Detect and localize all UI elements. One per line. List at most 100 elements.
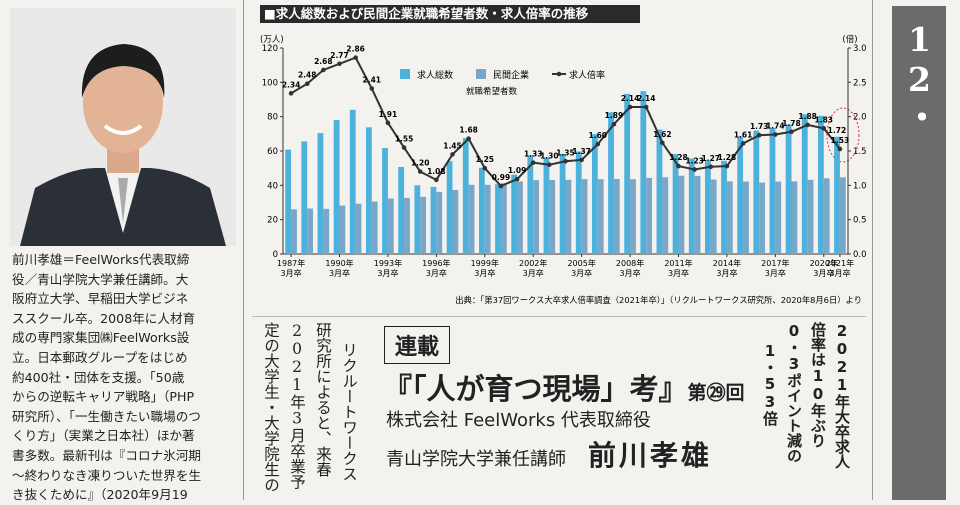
ratio-label: 1.28 bbox=[669, 153, 688, 162]
ratio-point bbox=[773, 132, 778, 137]
bar bbox=[737, 136, 744, 254]
bar bbox=[387, 198, 394, 254]
ratio-label: 1.20 bbox=[411, 159, 430, 168]
y2-tick-label: 1.0 bbox=[853, 181, 867, 191]
y-tick-label: 80 bbox=[267, 113, 278, 123]
bar bbox=[688, 158, 695, 254]
bar bbox=[575, 151, 582, 254]
bar bbox=[430, 186, 437, 254]
bar bbox=[371, 201, 378, 254]
ratio-label: 1.91 bbox=[379, 110, 398, 119]
photo-caption: 前川孝雄＝FeelWorks代表取締 役／青山学院大学兼任講師。大 阪府立大学、早稲… bbox=[12, 250, 201, 505]
bar bbox=[307, 208, 314, 254]
author-affiliation: 青山学院大学兼任講師 bbox=[386, 449, 566, 470]
caption-line: 書多数。最新刊は『コロナ氷河期 bbox=[12, 447, 201, 463]
ratio-label: 1.55 bbox=[395, 135, 414, 144]
ratio-label: 1.73 bbox=[750, 122, 769, 131]
y-tick-label: 0 bbox=[273, 250, 278, 260]
title-bar bbox=[260, 5, 640, 23]
bar bbox=[817, 115, 824, 254]
ratio-label: 2.68 bbox=[314, 57, 333, 66]
ratio-label: 1.53 bbox=[831, 136, 850, 145]
ratio-label: 2.77 bbox=[330, 51, 349, 60]
ratio-point bbox=[805, 122, 810, 128]
ratio-label: 2.41 bbox=[363, 76, 382, 85]
ratio-point bbox=[434, 177, 439, 183]
legend-swatch bbox=[476, 69, 486, 79]
bar bbox=[484, 184, 491, 254]
bar bbox=[823, 178, 830, 254]
bar bbox=[382, 148, 388, 254]
author-company: 株式会社 FeelWorks 代表取締役 bbox=[386, 410, 651, 431]
caption-line: からの逆転キャリア戦略」（PHP bbox=[12, 389, 195, 405]
ratio-label: 1.78 bbox=[782, 119, 801, 128]
source: 出典：「第37回ワークス大卒求人倍率調査（2021年卒）」（リクルートワークス研… bbox=[455, 295, 862, 305]
divider bbox=[252, 316, 866, 317]
bar bbox=[581, 179, 588, 254]
bar bbox=[339, 205, 346, 254]
ratio-label: 1.35 bbox=[556, 148, 575, 157]
bar bbox=[726, 181, 733, 254]
ratio-label: 1.27 bbox=[702, 154, 721, 163]
y2-tick-label: 1.5 bbox=[853, 147, 867, 157]
bar bbox=[807, 179, 814, 254]
headline: 2021年の大卒求人数12・ bbox=[900, 20, 939, 134]
bar bbox=[365, 127, 372, 254]
ratio-point bbox=[579, 157, 584, 163]
legend-swatch bbox=[556, 71, 562, 77]
bar bbox=[704, 160, 711, 254]
bar bbox=[420, 196, 427, 254]
body-column: リクルートワークス bbox=[340, 342, 358, 482]
caption-line: ～終わりなき凍りついた世界を生 bbox=[12, 467, 202, 483]
bar bbox=[640, 91, 647, 254]
bar bbox=[662, 177, 669, 254]
x-tick-label: 1996年 3月卒 bbox=[422, 258, 450, 278]
bar bbox=[404, 197, 410, 254]
caption-line: 役／青山学院大学兼任講師。大 bbox=[12, 271, 189, 287]
ratio-point bbox=[676, 163, 681, 169]
ratio-label: 1.45 bbox=[443, 141, 462, 150]
ratio-point bbox=[563, 159, 568, 164]
highlight-circle bbox=[826, 107, 860, 163]
ratio-point bbox=[837, 146, 843, 152]
body-text: リクルートワークス 研究所によると、来春 2021年3月卒業予 定の大学生・大学院生の bbox=[258, 322, 362, 502]
caption-line: ススクール卒。2008年に人材育 bbox=[12, 310, 196, 326]
bar bbox=[511, 174, 518, 254]
ratio-point bbox=[288, 91, 294, 96]
ratio-label: 1.88 bbox=[798, 112, 817, 121]
x-tick-label: 2017年 3月卒 bbox=[761, 258, 789, 278]
ratio-point bbox=[611, 121, 617, 127]
bar bbox=[759, 182, 766, 254]
x-tick-label: 2020年 3月卒 bbox=[810, 258, 838, 278]
bar bbox=[678, 175, 685, 254]
ratio-point bbox=[417, 169, 423, 174]
ratio-point bbox=[756, 132, 762, 138]
legend-label: 民間企業 bbox=[493, 69, 529, 81]
bar bbox=[743, 181, 749, 254]
legend-note: 就職希望者数 bbox=[466, 86, 518, 97]
ratio-label: 1.61 bbox=[734, 130, 753, 139]
caption-line: 約400社・団体を支援。「50歳 bbox=[12, 369, 185, 385]
ratio-label: 1.33 bbox=[524, 150, 543, 159]
ratio-point bbox=[337, 61, 342, 67]
y2-tick-label: 3.0 bbox=[853, 44, 867, 54]
chart: ■求人総数および民間企業就職希望者数・求人倍率の推移 (万人) (倍) 出典：「… bbox=[260, 5, 867, 305]
ratio-point bbox=[740, 141, 746, 146]
bar bbox=[775, 181, 782, 254]
ratio-point bbox=[708, 164, 714, 170]
summary-column: 0・3ポイント減の bbox=[785, 322, 803, 463]
y2-tick-label: 2.5 bbox=[853, 78, 867, 88]
bar bbox=[349, 109, 356, 254]
body-column: 2021年3月卒業予 bbox=[288, 322, 306, 490]
bar bbox=[436, 191, 443, 254]
y-tick-label: 120 bbox=[262, 44, 278, 54]
bar bbox=[452, 189, 459, 254]
bar bbox=[646, 177, 653, 254]
ratio-point bbox=[304, 81, 310, 87]
ratio-point bbox=[643, 104, 649, 110]
bar bbox=[478, 167, 485, 254]
x-tick-label: 2011年 3月卒 bbox=[664, 258, 692, 278]
ratio-label: 2.86 bbox=[346, 45, 365, 54]
bar bbox=[291, 209, 297, 254]
body-column: 研究所によると、来春 bbox=[314, 322, 332, 477]
